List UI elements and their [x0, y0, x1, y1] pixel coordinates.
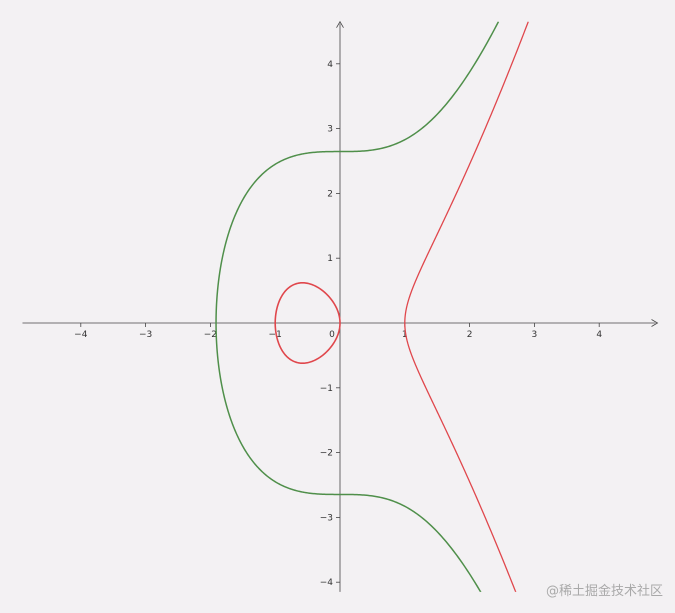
y-tick-label: 2: [327, 189, 333, 199]
y-tick-label: 3: [327, 125, 333, 135]
red-curve-loop: [274, 281, 341, 365]
y-tick-label: −1: [320, 384, 333, 394]
y-tick-label: −4: [320, 578, 334, 588]
x-tick-label: −2: [204, 330, 217, 340]
x-tick-label: −4: [74, 330, 88, 340]
x-tick-label: 1: [402, 330, 408, 340]
x-tick-label: 0: [329, 330, 335, 340]
x-tick-label: −3: [139, 330, 152, 340]
axes: [22, 20, 659, 592]
x-tick-label: −1: [269, 330, 282, 340]
ticks: −4 −3 −2 −1 0 1 2 3 4 −4 −3 −2 −1 1 2 3 4: [74, 60, 602, 588]
x-tick-label: 2: [467, 330, 473, 340]
curves: [215, 21, 529, 592]
y-tick-label: −3: [320, 513, 333, 523]
green-curve: [215, 21, 500, 592]
x-axis-arrow: [651, 319, 659, 327]
y-tick-label: 4: [327, 60, 333, 70]
watermark: @稀土掘金技术社区: [545, 584, 663, 599]
y-axis-arrow: [336, 20, 344, 28]
y-tick-label: −2: [320, 449, 333, 459]
y-tick-label: 1: [327, 254, 333, 264]
x-tick-label: 4: [596, 330, 602, 340]
x-tick-label: 3: [532, 330, 538, 340]
red-curve-branch: [404, 21, 529, 592]
